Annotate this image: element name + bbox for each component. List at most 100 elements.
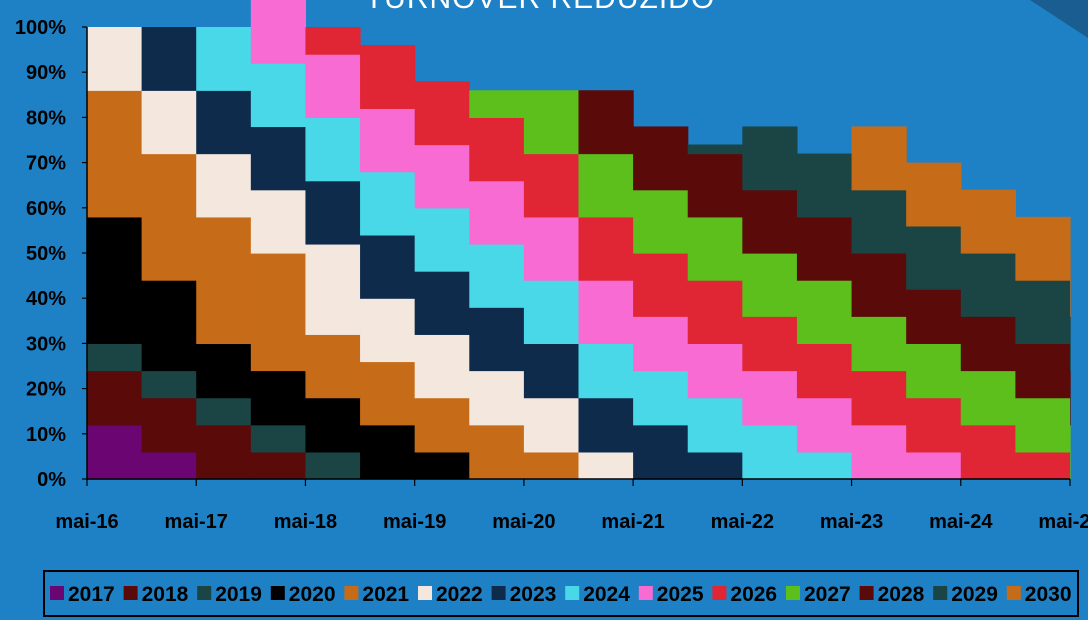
band-segment-2020-mai-19 [414,451,470,480]
band-segment-2027-mai-22 [742,253,798,317]
y-tick-label: 30% [26,333,66,355]
band-segment-2024-mai-21 [633,370,689,426]
band-segment-2022-mai-16 [87,27,143,91]
y-tick-label: 100% [15,17,66,39]
band-segment-2026-mai-23 [851,370,907,426]
band-segment-2022-nov-18 [360,298,416,363]
band-segment-2030-nov-23 [906,162,962,227]
y-tick-label: 40% [26,288,66,310]
legend-label-2028: 2028 [878,583,925,606]
band-segment-2025-nov-23 [906,451,962,480]
legend-label-2021: 2021 [362,583,409,606]
band-segment-2025-mai-23 [851,424,907,480]
band-segment-2025-mai-19 [414,144,470,209]
band-segment-2023-nov-19 [469,307,525,372]
band-segment-2023-mai-18 [305,180,361,245]
band-segment-2022-nov-19 [469,370,525,426]
band-segment-2026-mai-24 [960,424,1016,480]
legend-label-2025: 2025 [657,583,704,606]
band-segment-2019-mai-18 [305,451,361,480]
band-segment-2026-mai-21 [633,253,689,317]
axes: 0% 10% 20% 30% 40% 50% 60% 70% 80% 90% 100% mai-16 m… [15,17,1088,533]
band-segment-2018-nov-16 [141,397,197,453]
band-segment-2028-mai-22 [742,189,798,254]
band-segment-2024-mai-17 [196,27,252,91]
band-segment-2017-mai-16 [87,424,143,480]
band-segment-2021-mai-20 [523,451,580,480]
band-segment-2028-nov-21 [687,153,743,218]
band-segment-2024-mai-22 [742,424,798,480]
band-segment-2022-mai-17 [196,153,252,218]
band-segment-2021-nov-17 [250,253,307,372]
band-segment-2023-nov-18 [360,234,416,299]
band-segment-2027-nov-19 [469,90,525,118]
band-segment-2030-mai-24 [960,189,1016,254]
band-segment-2029-mai-25 [1070,316,1071,372]
band-segment-2028-nov-24 [1015,343,1071,399]
band-segment-2026-mai-19 [414,81,470,146]
band-segment-2025-nov-21 [687,343,743,399]
band-segment-2023-nov-20 [578,397,634,453]
y-tick-label: 50% [26,243,66,265]
band-segment-2028-nov-20 [578,90,634,155]
x-tick-label: mai-22 [711,511,774,533]
x-tick-label: mai-23 [820,511,883,533]
band-segment-2018-nov-17 [250,451,307,480]
band-segment-2022-nov-16 [141,90,197,155]
band-segment-2019-mai-16 [87,343,143,372]
legend-label-2023: 2023 [510,583,557,606]
band-segment-2024-nov-20 [578,343,634,399]
legend-swatch-2027 [786,586,800,600]
y-tick-label: 60% [26,198,66,220]
y-tick-label: 0% [37,469,66,491]
legend-swatch-2019 [197,586,212,600]
band-segment-2026-nov-24 [1015,451,1071,480]
band-segment-2024-mai-19 [414,207,470,272]
x-tick-label: mai-16 [55,511,118,533]
legend-swatch-2029 [933,586,948,600]
band-segment-2021-mai-16 [87,90,143,218]
band-segment-2025-mai-21 [633,316,689,372]
band-segment-2030-mai-23 [851,126,907,191]
legend-label-2018: 2018 [142,583,189,606]
band-segment-2026-nov-23 [906,397,962,453]
band-segment-2025-mai-22 [742,370,798,426]
chart-title: TURNOVER REDUZIDO [365,0,715,15]
band-segment-2028-nov-22 [796,216,853,281]
band-segment-2026-nov-19 [469,117,525,182]
legend-label-2027: 2027 [804,583,851,606]
x-tick-label: mai-25 [1038,511,1088,533]
legend-label-2024: 2024 [583,583,630,606]
band-segment-2021-nov-16 [141,153,197,281]
band-segment-2022-nov-17 [250,189,307,254]
y-tick-label: 90% [26,62,66,84]
legend-swatch-2021 [344,586,359,600]
band-segment-2025-nov-19 [469,180,525,245]
band-segment-2029-mai-24 [960,253,1016,317]
band-segment-2020-mai-17 [196,343,252,399]
band-segment-2022-mai-20 [523,397,580,453]
band-segment-2028-mai-21 [633,126,689,191]
legend-swatch-2022 [418,586,432,600]
legend-swatch-2028 [859,586,874,600]
legend-swatch-2023 [491,586,506,600]
y-tick-label: 20% [26,379,66,401]
legend-swatch-2017 [50,586,64,600]
legend-swatch-2024 [565,586,580,600]
band-segment-2026-mai-22 [742,316,798,372]
band-segment-2027-nov-24 [1015,397,1071,453]
band-segment-2017-nov-16 [141,451,197,480]
band-segment-2029-mai-22 [742,126,798,191]
band-segment-2021-mai-17 [196,216,252,344]
band-segment-2027-nov-23 [906,343,962,399]
band-segment-2024-nov-17 [250,63,307,128]
band-segment-2026-nov-21 [687,280,743,344]
band-segment-2023-nov-21 [687,451,743,480]
band-segment-2018-mai-16 [87,370,143,426]
x-tick-label: mai-18 [274,511,337,533]
band-segment-2020-nov-17 [250,370,307,426]
x-tick-label: mai-17 [165,511,228,533]
x-tick-label: mai-21 [601,511,664,533]
band-segment-2024-mai-20 [523,280,580,344]
band-segment-2021-nov-18 [360,361,416,426]
